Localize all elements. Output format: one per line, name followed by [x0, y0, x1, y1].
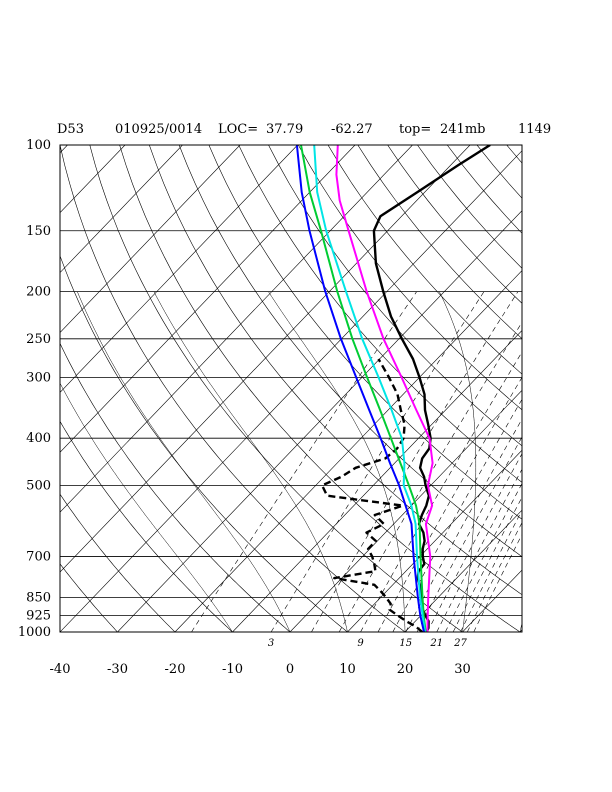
top-label: top= [399, 122, 431, 137]
temperature-tick-label: 0 [286, 662, 294, 677]
record-number: 1149 [518, 122, 551, 137]
mixing-ratio-label: 21 [429, 638, 443, 649]
mixing-ratio-label: 3 [268, 638, 274, 649]
isotherm-line [60, 145, 183, 274]
mixing-ratio-line [270, 291, 485, 632]
pressure-tick-label: 200 [26, 285, 51, 300]
isotherm-line [117, 210, 522, 632]
mixing-ratio-line [460, 509, 522, 632]
datetime: 010925/0014 [115, 122, 202, 137]
isotherm-line [404, 509, 522, 632]
mixing-ratio-line [452, 496, 522, 632]
isotherm-line [60, 150, 522, 632]
temperature-tick-label: 10 [339, 662, 356, 677]
parcel-green-line [300, 145, 427, 632]
pressure-tick-label: 925 [26, 609, 51, 624]
temperature-tick-label: -40 [50, 662, 71, 677]
mixing-ratio-label: 9 [357, 638, 364, 649]
pressure-tick-label: 1000 [18, 625, 51, 640]
isotherm-line [174, 270, 522, 632]
temperature-tick-label: 30 [454, 662, 471, 677]
mixing-ratio-line [467, 521, 522, 632]
longitude: -62.27 [331, 122, 373, 137]
isotherm-line [347, 449, 522, 632]
mixing-ratio-line [436, 468, 522, 632]
parcel-cyan-line [313, 145, 427, 632]
isotherm-line [60, 145, 413, 513]
mixing-ratio-label: 27 [453, 638, 467, 649]
latitude: 37.79 [266, 122, 303, 137]
temperature-tick-label: -20 [165, 662, 186, 677]
isotherm-line [289, 389, 522, 632]
pressure-tick-label: 100 [26, 138, 51, 153]
mixing-ratio-label: 15 [399, 638, 412, 649]
isotherm-line [60, 145, 298, 393]
pressure-tick-label: 400 [26, 431, 51, 446]
moist-adiabat-line [153, 291, 348, 632]
pressure-tick-label: 850 [26, 591, 51, 606]
moist-adiabat-line [60, 382, 233, 632]
isotherm-line [60, 145, 471, 573]
mixing-ratio-line [191, 291, 417, 632]
isotherm-line [232, 330, 522, 632]
pressure-tick-label: 500 [26, 478, 51, 493]
pressure-tick-label: 300 [26, 370, 51, 385]
moist-adiabat-line [439, 291, 477, 632]
top-value: 241mb [440, 122, 485, 137]
moist-adiabat-line [268, 291, 406, 632]
station-id: D53 [57, 122, 84, 137]
moist-adiabat-line [77, 291, 291, 632]
pressure-tick-label: 150 [26, 224, 51, 239]
parcel-magenta-line [335, 145, 434, 632]
temperature-tick-label: 20 [397, 662, 414, 677]
plot-frame [59, 144, 523, 633]
mixing-ratio-line [311, 291, 519, 632]
mixing-ratio-line [427, 453, 522, 632]
dewpoint-line [320, 358, 424, 632]
parcel-blue-line [295, 145, 425, 632]
isotherm-line [60, 145, 241, 333]
loc-label: LOC= [218, 122, 258, 137]
temperature-tick-label: -30 [107, 662, 128, 677]
temperature-tick-label: -10 [222, 662, 243, 677]
pressure-tick-label: 700 [26, 550, 51, 565]
pressure-tick-label: 250 [26, 332, 51, 347]
mixing-ratio-line [445, 482, 522, 632]
isotherm-line [60, 145, 356, 453]
